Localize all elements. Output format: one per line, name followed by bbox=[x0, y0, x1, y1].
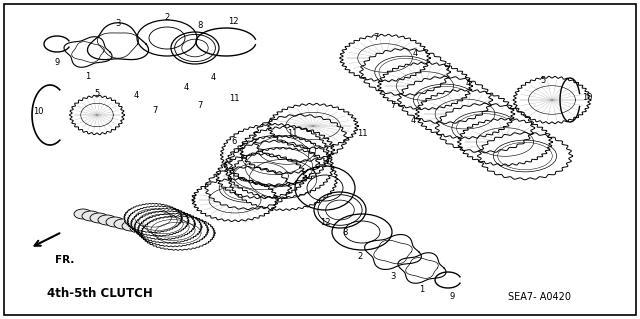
Text: 7: 7 bbox=[152, 106, 157, 115]
Polygon shape bbox=[340, 34, 430, 82]
Ellipse shape bbox=[74, 209, 92, 219]
Text: 12: 12 bbox=[228, 17, 238, 26]
Text: FR.: FR. bbox=[55, 255, 74, 265]
Polygon shape bbox=[220, 123, 330, 187]
Polygon shape bbox=[138, 213, 209, 247]
Polygon shape bbox=[228, 147, 338, 211]
Polygon shape bbox=[131, 208, 196, 240]
Text: 7: 7 bbox=[373, 33, 379, 42]
Text: 5: 5 bbox=[94, 89, 100, 98]
Polygon shape bbox=[127, 206, 189, 236]
Text: 4: 4 bbox=[211, 73, 216, 82]
Ellipse shape bbox=[122, 221, 140, 231]
Polygon shape bbox=[216, 153, 307, 199]
Polygon shape bbox=[268, 103, 358, 149]
Text: 1: 1 bbox=[85, 72, 91, 81]
Text: 10: 10 bbox=[582, 93, 593, 102]
Text: 11: 11 bbox=[287, 129, 297, 138]
Text: 11: 11 bbox=[356, 129, 367, 138]
Ellipse shape bbox=[90, 213, 108, 223]
Text: 7: 7 bbox=[445, 63, 451, 72]
Text: 7: 7 bbox=[197, 101, 203, 110]
Text: 7: 7 bbox=[190, 195, 196, 204]
Text: 4: 4 bbox=[133, 91, 139, 100]
Text: 6: 6 bbox=[231, 137, 237, 146]
Polygon shape bbox=[70, 95, 125, 135]
Polygon shape bbox=[253, 114, 348, 162]
Text: 12: 12 bbox=[320, 218, 330, 227]
Text: 8: 8 bbox=[342, 228, 348, 237]
Text: 2: 2 bbox=[357, 252, 363, 261]
Text: 5: 5 bbox=[540, 76, 546, 85]
Text: 10: 10 bbox=[33, 108, 44, 116]
Polygon shape bbox=[205, 167, 291, 210]
Text: 2: 2 bbox=[164, 13, 170, 22]
Ellipse shape bbox=[98, 215, 116, 225]
Polygon shape bbox=[513, 76, 591, 124]
Ellipse shape bbox=[82, 211, 100, 221]
Ellipse shape bbox=[130, 223, 148, 233]
Text: 8: 8 bbox=[197, 21, 203, 30]
Polygon shape bbox=[141, 216, 215, 250]
Polygon shape bbox=[225, 136, 333, 198]
Text: 3: 3 bbox=[390, 272, 396, 281]
Text: 4th-5th CLUTCH: 4th-5th CLUTCH bbox=[47, 287, 153, 300]
Text: 9: 9 bbox=[449, 292, 454, 301]
Text: 4: 4 bbox=[465, 79, 470, 88]
Polygon shape bbox=[228, 140, 319, 186]
Text: 1: 1 bbox=[419, 285, 424, 294]
Text: SEA7- A0420: SEA7- A0420 bbox=[509, 292, 572, 302]
Polygon shape bbox=[360, 48, 451, 96]
Polygon shape bbox=[378, 62, 472, 110]
Ellipse shape bbox=[106, 217, 124, 227]
Polygon shape bbox=[397, 76, 493, 124]
Text: 9: 9 bbox=[54, 58, 60, 67]
Polygon shape bbox=[192, 178, 278, 221]
Text: 3: 3 bbox=[115, 19, 121, 28]
Polygon shape bbox=[477, 132, 573, 180]
Text: 4: 4 bbox=[410, 116, 415, 125]
Ellipse shape bbox=[114, 219, 132, 229]
Text: 4: 4 bbox=[184, 83, 189, 92]
Polygon shape bbox=[134, 211, 202, 243]
Polygon shape bbox=[435, 103, 534, 153]
Polygon shape bbox=[239, 126, 335, 174]
Polygon shape bbox=[415, 89, 515, 139]
Text: 7: 7 bbox=[390, 101, 396, 110]
Text: 4: 4 bbox=[412, 49, 418, 58]
Polygon shape bbox=[458, 118, 552, 166]
Text: 11: 11 bbox=[228, 94, 239, 103]
Polygon shape bbox=[124, 203, 182, 233]
